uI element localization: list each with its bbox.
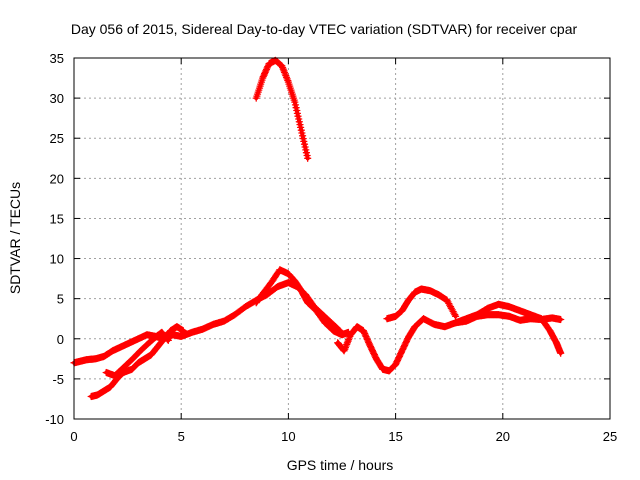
series-arc-7-markers — [383, 285, 460, 323]
series-arc-4-markers — [252, 56, 312, 162]
y-tick-label: 5 — [57, 292, 64, 307]
y-axis-label: SDTVAR / TECUs — [7, 182, 23, 294]
series-arc-2-markers — [87, 323, 187, 401]
grid — [74, 58, 610, 419]
series-arc-8-markers — [451, 300, 565, 357]
x-tick-label: 20 — [496, 429, 510, 444]
y-tick-label: 25 — [50, 131, 64, 146]
series-arc-3-markers — [102, 328, 172, 380]
y-tick-label: 35 — [50, 51, 64, 66]
x-tick-label: 25 — [603, 429, 617, 444]
y-tick-label: 30 — [50, 91, 64, 106]
series-layer — [70, 56, 565, 401]
y-tick-label: 10 — [50, 252, 64, 267]
x-tick-label: 15 — [388, 429, 402, 444]
y-tick-label: -5 — [52, 372, 64, 387]
x-axis-label: GPS time / hours — [287, 457, 394, 473]
chart-title: Day 056 of 2015, Sidereal Day-to-day VTE… — [71, 21, 578, 37]
y-tick-label: 0 — [57, 332, 64, 347]
y-tick-label: 15 — [50, 211, 64, 226]
x-tick-label: 5 — [178, 429, 185, 444]
plot-frame — [73, 57, 611, 420]
y-tick-label: -10 — [45, 412, 64, 427]
x-tick-label: 10 — [281, 429, 295, 444]
y-tick-label: 20 — [50, 171, 64, 186]
tick-layer: 0 5 10 15 20 25 -10 -5 0 5 10 15 20 25 30 35 — [45, 51, 617, 444]
x-tick-label: 0 — [70, 429, 77, 444]
series-arc-6-markers — [334, 311, 565, 375]
series-arc-5-markers — [252, 266, 353, 339]
